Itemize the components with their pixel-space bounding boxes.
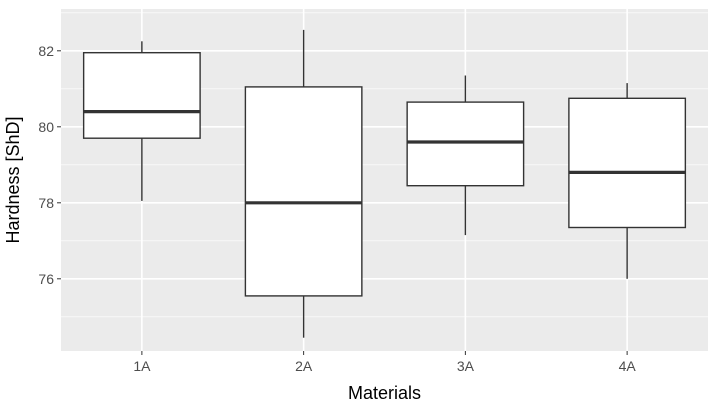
- y-axis-ticks: 76 78 80 82: [38, 43, 61, 287]
- x-tick-label: 2A: [295, 358, 313, 374]
- x-axis-ticks: 1A 2A 3A 4A: [133, 351, 636, 374]
- box-4A: [568, 83, 687, 279]
- box-iqr: [82, 52, 201, 139]
- y-axis-title: Hardness [ShD]: [3, 116, 23, 243]
- box-iqr: [244, 86, 363, 297]
- box-2A: [244, 29, 363, 338]
- y-tick-label: 76: [38, 271, 54, 287]
- box-plot-series: [82, 29, 687, 338]
- y-tick-label: 82: [38, 43, 54, 59]
- x-tick-label: 4A: [619, 358, 637, 374]
- x-tick-label: 3A: [457, 358, 475, 374]
- box-iqr: [568, 97, 687, 229]
- y-tick-label: 78: [38, 195, 54, 211]
- y-tick-label: 80: [38, 119, 54, 135]
- box-1A: [82, 41, 201, 201]
- x-tick-label: 1A: [133, 358, 151, 374]
- box-3A: [406, 75, 525, 236]
- x-axis-title: Materials: [348, 383, 421, 403]
- box-iqr: [406, 101, 525, 187]
